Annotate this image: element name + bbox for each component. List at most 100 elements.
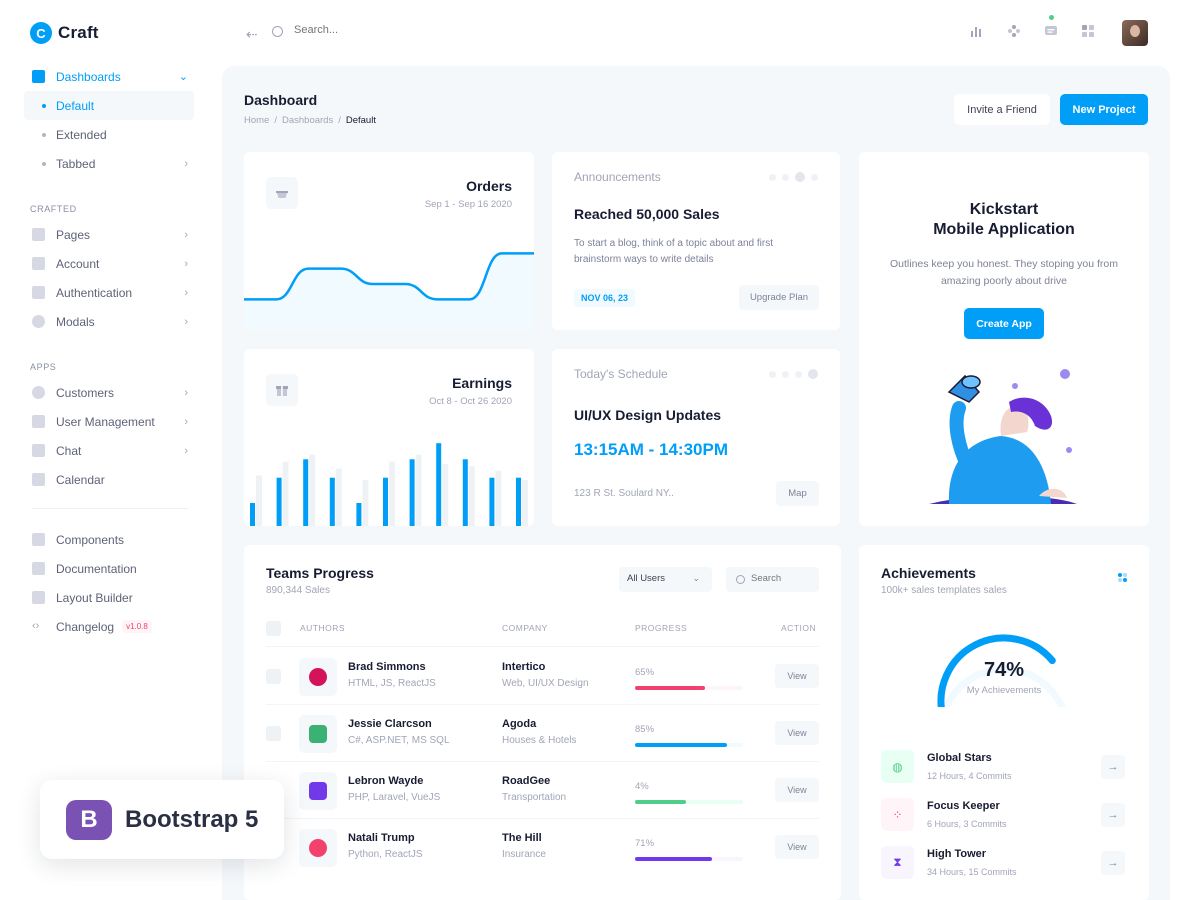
earnings-bar-bg <box>468 466 475 526</box>
sidebar-item-label: Pages <box>56 227 91 242</box>
progress-bar <box>635 686 743 690</box>
view-button[interactable]: View <box>775 835 819 859</box>
create-app-button[interactable]: Create App <box>964 308 1044 339</box>
upgrade-plan-button[interactable]: Upgrade Plan <box>739 285 819 310</box>
bootstrap-logo-icon: B <box>66 799 112 840</box>
table-divider <box>266 818 819 819</box>
users-filter-select[interactable]: All Users ⌄ <box>619 567 712 592</box>
earnings-bar <box>462 459 468 526</box>
sidebar-item-components[interactable]: Components <box>24 525 194 554</box>
table-search[interactable] <box>726 567 819 592</box>
carousel-dot[interactable] <box>811 173 818 181</box>
table-search-input[interactable] <box>751 573 811 584</box>
sidebar-item-calendar[interactable]: Calendar <box>24 465 194 494</box>
select-all-checkbox[interactable] <box>266 621 281 636</box>
carousel-dot-active[interactable] <box>795 172 805 182</box>
gauge-percent: 74% <box>983 659 1025 681</box>
sidebar-subitem-tabbed[interactable]: Tabbed › <box>24 149 194 178</box>
rocket-icon <box>32 533 45 546</box>
sidebar-item-modals[interactable]: Modals › <box>24 307 194 336</box>
app-logo[interactable]: C Craft <box>30 22 99 44</box>
view-button[interactable]: View <box>775 664 819 688</box>
breadcrumb-dashboards[interactable]: Dashboards <box>281 115 334 126</box>
earnings-bar-bg <box>256 475 262 526</box>
achievement-name: High Tower <box>927 848 987 860</box>
view-button[interactable]: View <box>775 778 819 802</box>
arrow-left-icon[interactable]: ⇠ <box>246 26 258 42</box>
message-icon[interactable] <box>1043 15 1059 39</box>
author-name[interactable]: Jessie Clarcson <box>348 718 432 730</box>
gauge-fill <box>937 634 1056 707</box>
teams-subtitle: 890,344 Sales <box>266 585 330 596</box>
grid-icon[interactable] <box>1080 23 1096 39</box>
earnings-bar-chart <box>250 443 528 526</box>
new-project-button[interactable]: New Project <box>1060 94 1148 125</box>
earnings-bar <box>489 477 495 526</box>
sidebar-item-customers[interactable]: Customers › <box>24 378 194 407</box>
sidebar-subitem-default[interactable]: Default <box>24 91 194 120</box>
author-name[interactable]: Lebron Wayde <box>348 775 424 787</box>
map-button[interactable]: Map <box>776 481 819 506</box>
carousel-dot-active[interactable] <box>808 369 818 379</box>
search-input[interactable] <box>294 24 494 36</box>
carousel-dot[interactable] <box>795 370 802 378</box>
main-content: Dashboard Home / Dashboards / Default In… <box>222 66 1170 900</box>
breadcrumb: Home / Dashboards / Default <box>244 115 376 126</box>
sidebar-subitem-label: Extended <box>56 127 107 142</box>
carousel-dot[interactable] <box>782 370 789 378</box>
announcement-body: To start a blog, think of a topic about … <box>574 238 774 265</box>
carousel-dot[interactable] <box>769 173 776 181</box>
sidebar-item-label: Chat <box>56 443 82 458</box>
chart-bars-icon[interactable] <box>969 23 985 39</box>
column-header-authors[interactable]: AUTHORS <box>300 623 346 633</box>
earnings-bar-bg <box>522 480 528 526</box>
sidebar: C Craft Dashboards ⌄ Default Extended Ta… <box>0 0 222 900</box>
sidebar-item-account[interactable]: Account › <box>24 249 194 278</box>
sidebar-item-changelog[interactable]: ‹› Changelog v1.0.8 <box>24 612 194 641</box>
chat-icon <box>32 444 45 457</box>
element-icon[interactable] <box>1006 23 1022 39</box>
progress-bar <box>635 800 743 804</box>
invite-friend-button[interactable]: Invite a Friend <box>954 94 1050 125</box>
company-type: Transportation <box>502 792 567 803</box>
arrow-right-button[interactable]: → <box>1101 851 1125 875</box>
user-avatar[interactable] <box>1122 20 1148 46</box>
carousel-dot[interactable] <box>769 370 776 378</box>
author-name[interactable]: Natali Trump <box>348 832 415 844</box>
column-header-company[interactable]: COMPANY <box>502 623 548 633</box>
author-name[interactable]: Brad Simmons <box>348 661 426 673</box>
teams-progress-card: Teams Progress 890,344 Sales All Users ⌄… <box>244 545 841 900</box>
sidebar-item-documentation[interactable]: Documentation <box>24 554 194 583</box>
earnings-bar <box>276 477 282 526</box>
modals-icon <box>32 315 45 328</box>
progress-percent: 71% <box>635 838 655 849</box>
sidebar-subitem-label: Tabbed <box>56 156 96 171</box>
orders-line-chart <box>244 252 534 330</box>
sidebar-subitem-extended[interactable]: Extended <box>24 120 194 149</box>
sidebar-item-chat[interactable]: Chat › <box>24 436 194 465</box>
view-button[interactable]: View <box>775 721 819 745</box>
gauge-track <box>942 665 1066 707</box>
sidebar-item-user-management[interactable]: User Management › <box>24 407 194 436</box>
row-checkbox[interactable] <box>266 669 281 684</box>
breadcrumb-separator: / <box>338 115 341 126</box>
row-checkbox[interactable] <box>266 726 281 741</box>
sidebar-item-layout-builder[interactable]: Layout Builder <box>24 583 194 612</box>
arrow-right-button[interactable]: → <box>1101 755 1125 779</box>
carousel-dot[interactable] <box>782 173 789 181</box>
column-header-progress[interactable]: PROGRESS <box>635 623 688 633</box>
achievement-meta: 34 Hours, 15 Commits <box>927 867 1017 877</box>
arrow-right-button[interactable]: → <box>1101 803 1125 827</box>
user-management-icon <box>32 415 45 428</box>
achievements-subtitle: 100k+ sales templates sales <box>881 585 1007 596</box>
chevron-right-icon: › <box>184 415 188 428</box>
earnings-bar <box>383 477 388 526</box>
breadcrumb-home[interactable]: Home <box>244 115 270 126</box>
sidebar-item-dashboards[interactable]: Dashboards ⌄ <box>24 62 194 91</box>
sidebar-item-authentication[interactable]: Authentication › <box>24 278 194 307</box>
dots-menu-icon[interactable] <box>1118 573 1127 582</box>
earnings-bar-bg <box>282 461 289 526</box>
company-logo <box>299 772 337 810</box>
sidebar-item-pages[interactable]: Pages › <box>24 220 194 249</box>
earnings-bar <box>436 443 442 526</box>
